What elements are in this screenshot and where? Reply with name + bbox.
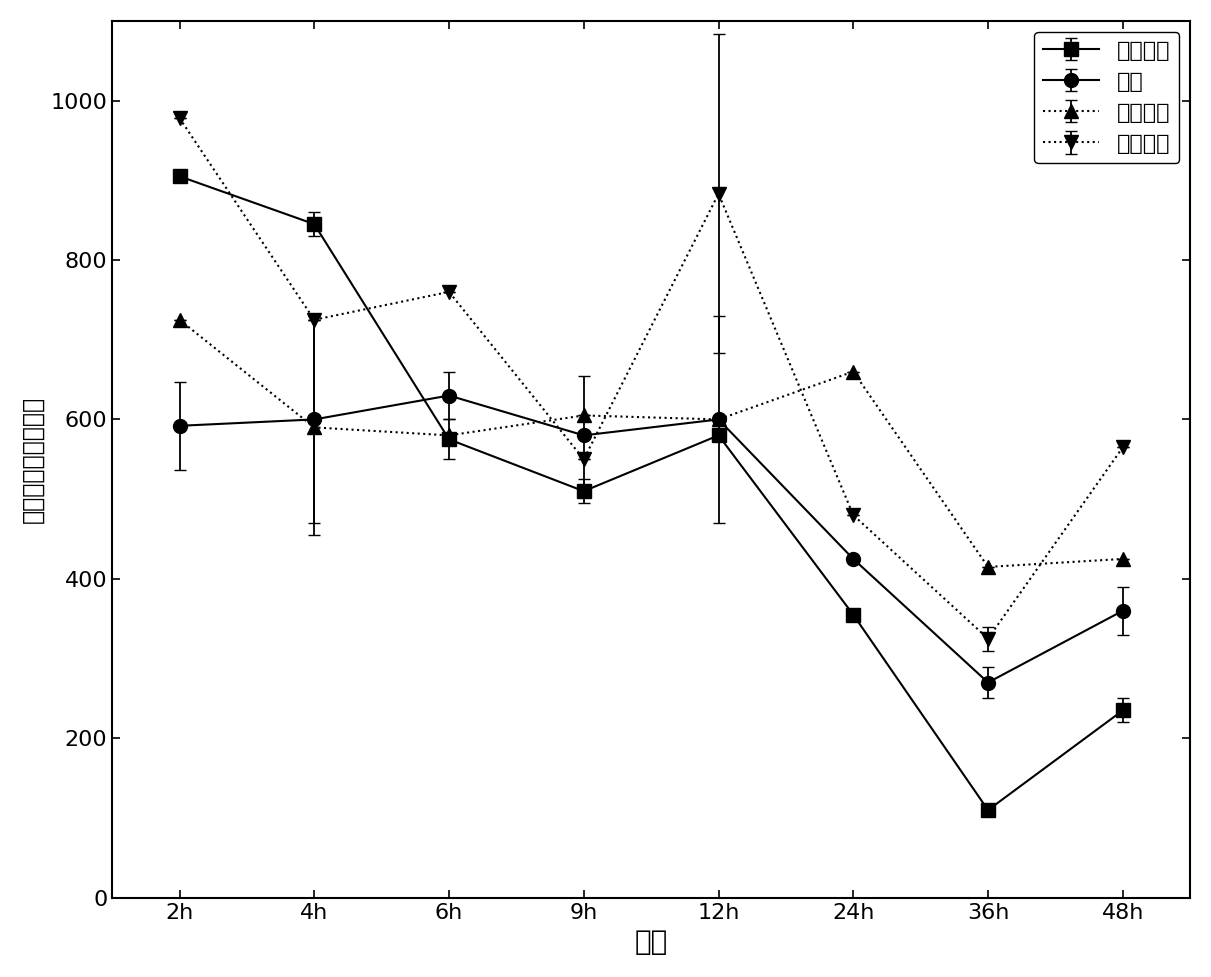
Legend: 浓缩菌液, 原液, 稀释菌液, 空白对照: 浓缩菌液, 原液, 稀释菌液, 空白对照: [1034, 32, 1180, 163]
Y-axis label: 臭气浓度（无量纲）: 臭气浓度（无量纲）: [21, 396, 45, 523]
X-axis label: 时间: 时间: [635, 928, 667, 956]
